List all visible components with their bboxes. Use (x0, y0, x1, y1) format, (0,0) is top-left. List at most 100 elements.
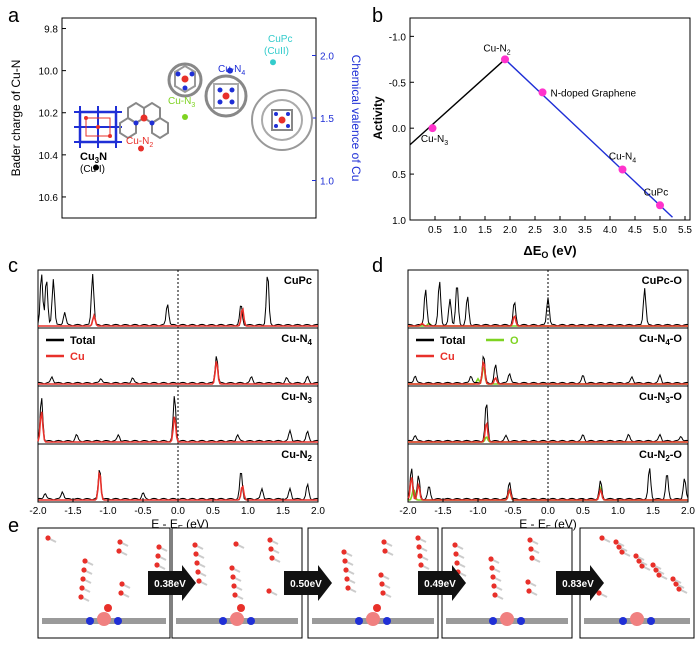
cupc-structure (251, 89, 313, 151)
water-oxygen (596, 590, 602, 596)
x-tick-label: 3.0 (553, 225, 567, 236)
energy-barrier-label: 0.83eV (562, 579, 594, 590)
nitrogen-atom (86, 617, 94, 625)
x-tick-label: -2.0 (29, 506, 47, 517)
x-tick-label: -1.5 (64, 506, 82, 517)
point-cu-n4 (227, 67, 233, 74)
cu3n-structure (74, 106, 122, 148)
panel-b-xlabel: ΔEO (eV) (523, 243, 576, 260)
water-oxygen (233, 541, 239, 547)
water-oxygen (345, 585, 351, 591)
water-oxygen (82, 558, 88, 564)
water-oxygen (156, 544, 162, 550)
water-oxygen (269, 555, 275, 561)
panel-a-ylabel-right: Chemical valence of Cu (349, 55, 363, 182)
panel-a-points (93, 59, 276, 171)
legend-label: Total (70, 335, 95, 347)
water-oxygen (417, 553, 423, 559)
nitrogen-atom (219, 617, 227, 625)
copper-atom (630, 612, 644, 626)
dos-cu-curve (38, 307, 318, 327)
water-oxygen (266, 588, 272, 594)
activity-point-label: Cu-N2 (483, 43, 510, 56)
water-oxygen (613, 539, 619, 545)
point-cu3n (93, 164, 99, 171)
energy-barrier-arrow (284, 565, 332, 601)
water-oxygen (196, 578, 202, 584)
x-tick-label: 2.0 (311, 506, 325, 517)
activity-point-label: Cu-N3 (421, 134, 448, 147)
cupc-label: CuPc (268, 34, 292, 45)
water-oxygen (670, 576, 676, 582)
water-oxygen (232, 592, 238, 598)
legend-label: Total (440, 335, 465, 347)
nitrogen-atom (247, 617, 255, 625)
water-oxygen (453, 551, 459, 557)
water-oxygen (230, 574, 236, 580)
activity-point (618, 165, 627, 174)
activity-point-label: CuPc (644, 187, 668, 198)
water-oxygen (452, 542, 458, 548)
water-oxygen (118, 590, 124, 596)
subpanel-label: Cu-N4 (281, 333, 312, 347)
subpanel-label: Cu-N4-O (639, 333, 682, 347)
panel-a-chart: 9.8 10.0 10.2 10.4 10.6 1.0 1.5 2.0 Bader char… (9, 17, 363, 219)
water-oxygen (229, 565, 235, 571)
water-oxygen (599, 535, 605, 541)
nitrogen-atom (619, 617, 627, 625)
x-tick-label: 2.0 (503, 225, 517, 236)
activity-point-label: Cu-N4 (609, 152, 636, 165)
panel-a-left-axis: 9.8 10.0 10.2 10.4 10.6 (39, 25, 66, 204)
water-oxygen (378, 572, 384, 578)
energy-barrier-arrow (556, 565, 604, 601)
x-tick-label: 0.0 (541, 506, 555, 517)
dos-cu-curve (37, 411, 318, 443)
activity-point (538, 88, 547, 97)
y-tick-label: 1.0 (392, 216, 406, 227)
water-oxygen (636, 558, 642, 564)
water-oxygen (491, 583, 497, 589)
water-oxygen (415, 535, 421, 541)
water-oxygen (194, 560, 200, 566)
panel-letter-c: c (8, 255, 18, 277)
left-tick-label: 10.0 (39, 67, 59, 78)
x-tick-label: 0.5 (206, 506, 220, 517)
water-oxygen (616, 544, 622, 550)
adsorbate-oxygen (237, 604, 245, 612)
cun4-structure (204, 74, 248, 118)
x-tick-label: 1.5 (276, 506, 290, 517)
water-oxygen (673, 581, 679, 587)
water-oxygen (116, 548, 122, 554)
water-oxygen (119, 581, 125, 587)
water-oxygen (342, 558, 348, 564)
x-tick-label: 0.5 (576, 506, 590, 517)
dos-cu-curve (38, 361, 318, 385)
subpanel-label: Cu-N3 (281, 391, 312, 405)
water-oxygen (489, 565, 495, 571)
x-tick-label: 1.0 (453, 225, 467, 236)
y-tick-label: -0.5 (389, 78, 407, 89)
water-oxygen (526, 588, 532, 594)
left-tick-label: 10.6 (39, 193, 59, 204)
adsorbate-oxygen (104, 604, 112, 612)
x-tick-label: -0.5 (134, 506, 152, 517)
cun2-structure (119, 101, 169, 140)
water-oxygen (192, 542, 198, 548)
panel-b-lines (409, 58, 673, 218)
copper-atom (366, 612, 380, 626)
subpanel-label: Cu-N2-O (639, 449, 682, 463)
water-oxygen (650, 562, 656, 568)
panel-b-chart: 0.5 1.0 1.5 2.0 2.5 3.0 3.5 4.0 4.5 5.0 5.5 -1.0 -0… (371, 17, 692, 260)
water-oxygen (653, 567, 659, 573)
water-oxygen (490, 574, 496, 580)
x-tick-label: 0.5 (428, 225, 442, 236)
y-tick-label: -1.0 (389, 32, 407, 43)
energy-barrier-arrow (148, 565, 196, 601)
energy-barrier-label: 0.50eV (290, 579, 322, 590)
panel-b-y-axis: -1.0 -0.5 0.0 0.5 1.0 (389, 32, 414, 227)
energy-barrier-label: 0.49eV (424, 579, 456, 590)
activity-point (501, 55, 509, 64)
water-oxygen (454, 560, 460, 566)
subpanel-label: CuPc-O (642, 275, 683, 287)
